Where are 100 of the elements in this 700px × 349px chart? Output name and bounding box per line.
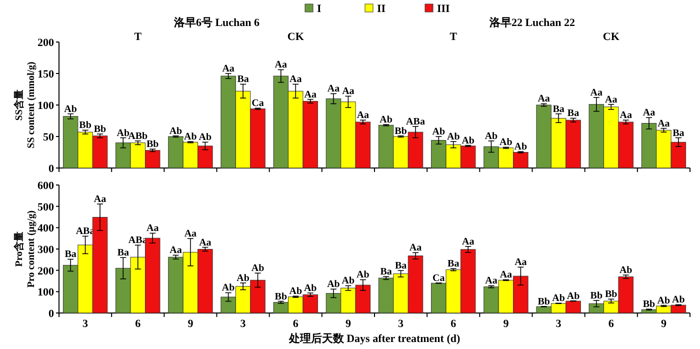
data-label: Aa (590, 87, 603, 98)
data-label: Ba (64, 249, 76, 260)
data-label: Bb (94, 124, 107, 135)
data-label: Aa (94, 194, 106, 205)
data-label: Ab (169, 126, 183, 137)
data-label: Aa (620, 110, 632, 122)
data-label: Ba (117, 248, 129, 259)
data-label: Ab (552, 293, 566, 304)
x-tick-label: 9 (503, 318, 510, 330)
data-label: Ab (380, 114, 393, 126)
data-label: Ab (356, 270, 370, 281)
data-label: Aa (184, 228, 197, 240)
y-tick-label: 100 (38, 100, 54, 112)
data-label: Aa (290, 74, 302, 86)
data-label: Ab (304, 282, 318, 294)
data-label: Ab (432, 126, 446, 138)
data-label: Ba (672, 128, 684, 139)
x-tick-label: 3 (556, 318, 562, 330)
data-label: Ab (672, 294, 686, 306)
data-label: Bb (642, 299, 656, 310)
data-label: Ab (514, 142, 528, 153)
data-label: Ba (380, 266, 392, 278)
data-label: Aa (274, 60, 288, 71)
data-label: Ba (552, 104, 564, 115)
data-label: Bb (394, 126, 408, 137)
data-label: Ba (394, 260, 407, 272)
x-tick-label: 6 (450, 318, 457, 330)
data-label: Ab (342, 276, 356, 287)
data-label: Ca (432, 272, 445, 284)
text: 洛早22 Luchan 22 (488, 16, 576, 29)
y-tick-label: 600 (38, 180, 54, 192)
data-label: Ab (484, 130, 498, 142)
y-tick-label: 500 (38, 201, 54, 214)
data-label: Aa (485, 276, 498, 287)
data-label: Ab (657, 295, 671, 306)
data-label: Ab (446, 132, 460, 143)
data-label: Aa (170, 245, 182, 256)
data-label: Aa (304, 89, 316, 100)
data-label: Aa (356, 110, 370, 122)
data-label: Ab (251, 263, 265, 274)
x-tick-label: 6 (292, 318, 299, 330)
data-label: Aa (538, 94, 550, 105)
data-label: Aa (605, 94, 618, 106)
annotation: CK (602, 31, 620, 43)
data-label: Ca (252, 98, 264, 110)
data-label: Aa (327, 84, 340, 95)
annotation: CK (287, 31, 304, 43)
data-label: Aa (514, 257, 527, 268)
data-label: Ab (222, 282, 236, 294)
data-label: Bb (605, 289, 618, 300)
data-label: Ba (567, 108, 580, 120)
x-axis-title: 处理后天数 Days after treatment (d) (288, 332, 460, 345)
data-label: Ab (236, 272, 250, 284)
y-tick-label: 100 (38, 286, 54, 299)
data-label: Ba (237, 74, 249, 86)
data-label: Ab (289, 286, 302, 298)
data-label: Aa (409, 242, 422, 254)
legend-label: II (377, 3, 386, 15)
x-tick-label: 3 (240, 318, 246, 330)
data-label: Ab (198, 132, 212, 144)
data-label: Aa (462, 236, 474, 248)
data-label: Ab (327, 279, 340, 290)
data-label: Ab (566, 290, 580, 302)
data-label: Aa (658, 118, 670, 130)
x-tick-label: 3 (82, 318, 89, 330)
data-label: ABa (406, 116, 425, 128)
y-axis-title: SS含量 SS content (mmol/g) (13, 62, 37, 148)
y-tick-label: 50 (43, 132, 54, 144)
data-label: Bb (538, 296, 550, 308)
data-label: Aa (500, 270, 512, 281)
annotation: T (450, 31, 458, 43)
data-label: Ab (184, 132, 198, 143)
legend-label: I (317, 3, 322, 15)
y-axis-title: Pro含量 Pro content (μg/g) (13, 210, 37, 288)
x-tick-label: 6 (608, 318, 614, 330)
data-label: Ab (500, 137, 513, 148)
y-tick-label: 200 (38, 265, 54, 278)
text: 洛早6号 Luchan 6 (172, 16, 260, 29)
y-tick-label: 400 (38, 222, 54, 235)
y-tick-label: 200 (38, 37, 54, 49)
data-label: Bb (590, 290, 603, 302)
x-tick-label: 9 (660, 318, 667, 330)
x-tick-label: 9 (188, 318, 194, 330)
y-tick-label: 0 (48, 163, 54, 175)
y-tick-label: 300 (38, 244, 54, 256)
y-tick-label: 0 (48, 308, 54, 320)
data-label: Ba (448, 258, 460, 270)
legend-label: III (437, 3, 450, 15)
data-label: Aa (146, 223, 159, 234)
data-label: Aa (199, 237, 212, 248)
data-label: ABb (128, 130, 148, 142)
x-tick-label: 6 (135, 318, 142, 330)
data-label: Ab (64, 104, 78, 115)
x-tick-label: 9 (345, 318, 352, 330)
data-label: Bb (79, 120, 92, 132)
data-label: Bb (274, 291, 288, 302)
y-tick-label: 150 (38, 68, 54, 80)
annotation: T (134, 31, 142, 43)
data-label: Ab (462, 135, 475, 146)
data-label: Aa (222, 64, 234, 74)
